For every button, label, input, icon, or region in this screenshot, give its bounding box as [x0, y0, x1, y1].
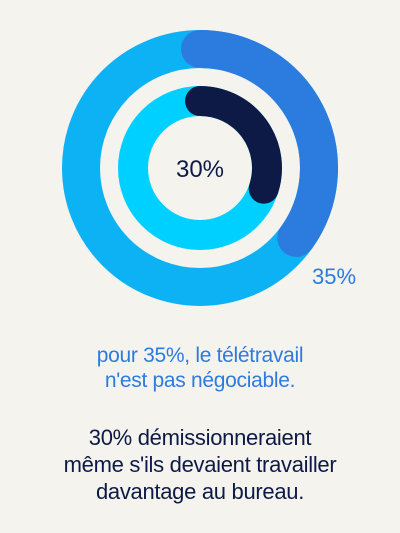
- outer-ring-value-label: 35%: [312, 264, 356, 289]
- inner-ring-value-label: 30%: [176, 156, 224, 183]
- caption-line-4: même s'ils devaient travailler: [63, 452, 337, 477]
- caption-would-resign: 30% démissionneraient même s'ils devaien…: [0, 424, 400, 505]
- caption-line-2: n'est pas négociable.: [104, 369, 296, 392]
- donut-chart: 30% 35%: [62, 30, 356, 306]
- caption-remote-non-negotiable: pour 35%, le télétravail n'est pas négoc…: [0, 343, 400, 393]
- caption-line-1: pour 35%, le télétravail: [96, 344, 304, 367]
- caption-line-3: 30% démissionneraient: [88, 425, 312, 450]
- caption-line-5: davantage au bureau.: [95, 479, 305, 504]
- inner-ring-value-arc: [185, 86, 282, 204]
- outer-ring-value-arc: [181, 30, 338, 257]
